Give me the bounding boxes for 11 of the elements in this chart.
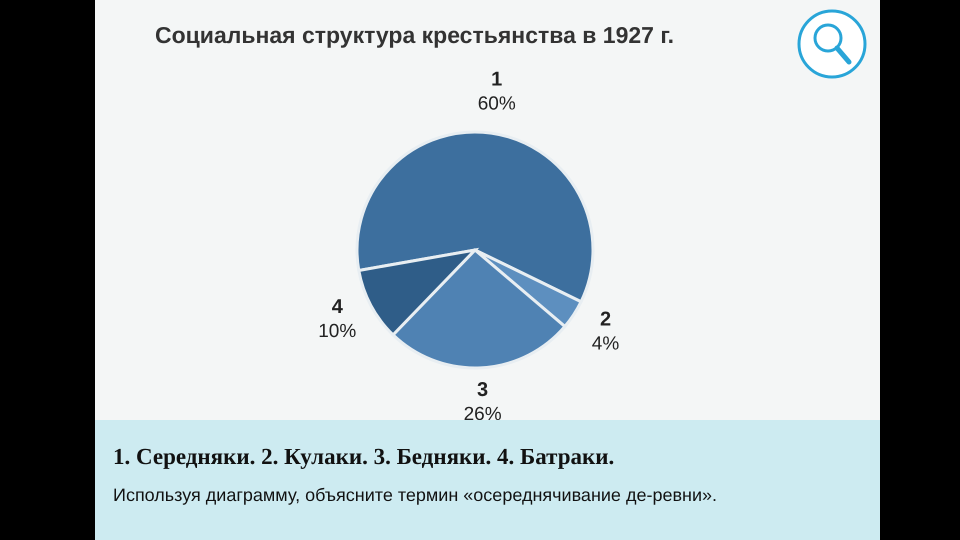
data-label: 4% [592, 333, 620, 354]
text: Используя диаграмму, объясните термин «осереднячивание де-ревни». [113, 484, 718, 507]
slice-label: 4 [332, 296, 344, 318]
text: 1. Середняки. 2. Кулаки. 3. Бедняки. 4. Батраки. [113, 444, 614, 470]
data-label: 60% [478, 94, 516, 115]
slice-label: 3 [477, 378, 488, 401]
slice-label: 1 [491, 68, 502, 91]
chart-title: Социальная структура крестьянства в 1927 г. [155, 22, 676, 49]
slice-label: 2 [600, 308, 612, 330]
data-label: 26% [464, 404, 502, 425]
data-label: 10% [318, 321, 356, 342]
